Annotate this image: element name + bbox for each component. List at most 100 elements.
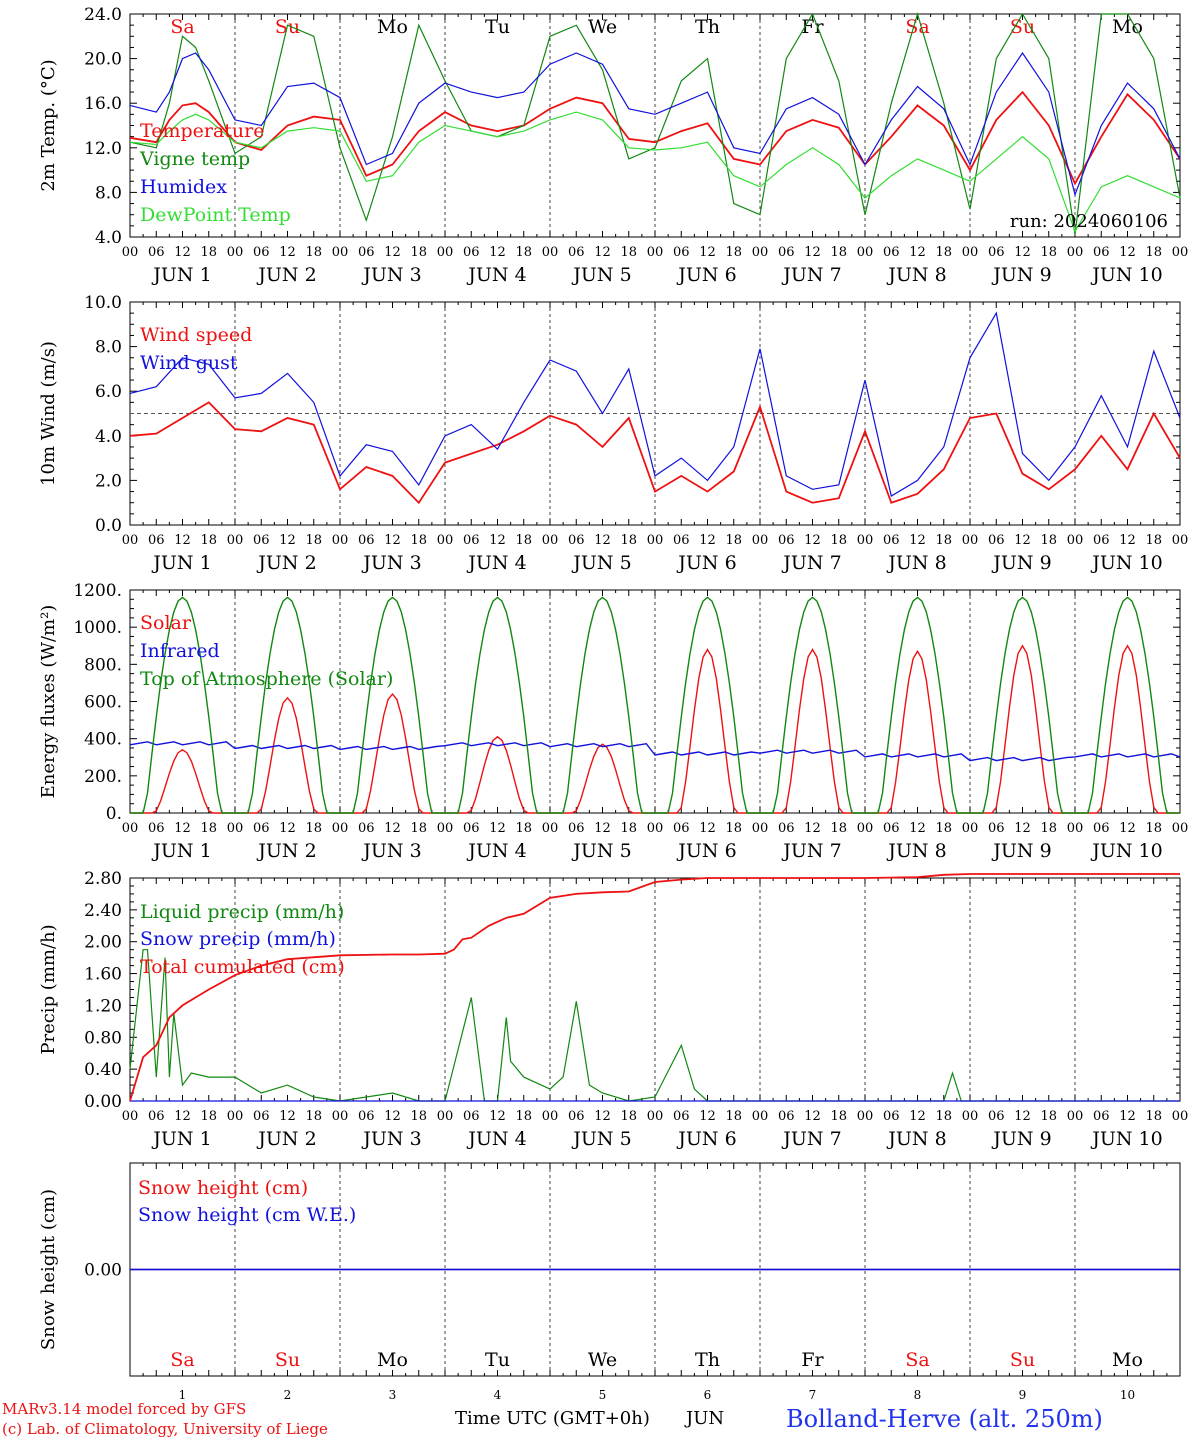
- hour-label: 06: [1093, 1109, 1110, 1124]
- legend-entry: Vigne temp: [139, 148, 250, 170]
- hour-label: 06: [778, 1109, 795, 1124]
- hour-label: 12: [804, 245, 821, 260]
- day-number: 3: [389, 1388, 397, 1402]
- hour-label: 12: [384, 1109, 401, 1124]
- series-dewpoint-temp: [129, 111, 1181, 233]
- legend-entry: Snow precip (mm/h): [140, 928, 336, 950]
- hour-label: 00: [962, 245, 979, 260]
- hour-label: 06: [148, 1109, 165, 1124]
- series-temperature: [129, 90, 1181, 186]
- hour-label: 12: [699, 1109, 716, 1124]
- hour-label: 00: [542, 1109, 559, 1124]
- hour-label: 00: [1172, 821, 1189, 836]
- day-number: 6: [704, 1388, 712, 1402]
- y-tick-label: 10.0: [84, 293, 122, 313]
- hour-label: 00: [122, 245, 139, 260]
- day-label: JUN 3: [361, 1128, 421, 1150]
- hour-label: 18: [200, 245, 217, 260]
- hour-label: 12: [909, 245, 926, 260]
- legend-entry: Temperature: [140, 120, 264, 142]
- series-group: [129, 311, 1181, 505]
- hour-label: 00: [752, 245, 769, 260]
- hour-label: 06: [148, 533, 165, 548]
- day-label: JUN 4: [466, 552, 526, 574]
- y-tick-label: 600.: [84, 693, 122, 713]
- hour-label: 12: [1119, 533, 1136, 548]
- y-tick-label: 4.0: [95, 228, 122, 248]
- hour-label: 12: [279, 1109, 296, 1124]
- legend-entry: DewPoint Temp: [140, 204, 291, 226]
- hour-label: 12: [384, 533, 401, 548]
- hour-label: 06: [988, 245, 1005, 260]
- hour-label: 18: [200, 821, 217, 836]
- y-tick-label: 8.0: [95, 183, 122, 203]
- legend-entry: Top of Atmosphere (Solar): [140, 668, 393, 690]
- series-vigne-temp: [129, 11, 1181, 235]
- series-top-of-atmosphere-solar-: [130, 596, 1180, 814]
- day-label: JUN 9: [991, 840, 1051, 862]
- hour-label: 12: [804, 1109, 821, 1124]
- day-label: JUN 8: [886, 840, 946, 862]
- day-label: JUN 3: [361, 840, 421, 862]
- hour-label: 06: [253, 1109, 270, 1124]
- panel-frame: [129, 589, 1181, 814]
- hour-label: 12: [279, 821, 296, 836]
- hour-label: 00: [542, 245, 559, 260]
- hour-label: 06: [778, 245, 795, 260]
- day-label: JUN 4: [466, 1128, 526, 1150]
- weekday-label: Su: [1010, 16, 1035, 38]
- day-number: 5: [599, 1388, 607, 1402]
- weekday-label: Sa: [905, 1349, 929, 1371]
- hour-label: 12: [699, 821, 716, 836]
- hour-label: 12: [804, 821, 821, 836]
- series-humidex: [129, 51, 1181, 197]
- hour-label: 06: [673, 245, 690, 260]
- day-label: JUN 7: [781, 1128, 841, 1150]
- day-number: 4: [494, 1388, 502, 1402]
- hour-label: 18: [935, 1109, 952, 1124]
- weekday-label: We: [588, 1349, 617, 1371]
- hour-label: 00: [857, 533, 874, 548]
- hour-label: 00: [1067, 821, 1084, 836]
- day-label: JUN 10: [1090, 552, 1162, 574]
- hour-label: 18: [305, 821, 322, 836]
- y-tick-label: 0.: [106, 804, 122, 824]
- y-tick-label: 8.0: [95, 338, 122, 358]
- hour-label: 00: [227, 821, 244, 836]
- legend-entry: Total cumulated (cm): [140, 956, 345, 978]
- day-label: JUN 5: [571, 264, 631, 286]
- y-tick-label: 1.20: [84, 996, 122, 1016]
- run-annotation: run: 2024060106: [1010, 211, 1168, 232]
- hour-label: 00: [857, 821, 874, 836]
- day-label: JUN 1: [151, 552, 211, 574]
- day-label: JUN 7: [781, 840, 841, 862]
- hour-label: 06: [568, 245, 585, 260]
- hour-label: 06: [463, 245, 480, 260]
- hour-label: 12: [1014, 821, 1031, 836]
- weekday-label: Sa: [170, 1349, 194, 1371]
- y-tick-label: 12.0: [84, 139, 122, 159]
- y-tick-label: 16.0: [84, 94, 122, 114]
- day-label: JUN 5: [571, 840, 631, 862]
- day-label: JUN 6: [676, 1128, 736, 1150]
- hour-label: 00: [647, 245, 664, 260]
- hour-label: 00: [752, 1109, 769, 1124]
- day-label: JUN 1: [151, 1128, 211, 1150]
- hour-label: 18: [1040, 533, 1057, 548]
- y-axis-title: Energy fluxes (W/m²): [38, 605, 59, 799]
- hour-label: 12: [699, 245, 716, 260]
- hour-label: 18: [620, 821, 637, 836]
- hour-label: 06: [568, 1109, 585, 1124]
- hour-label: 00: [962, 1109, 979, 1124]
- hour-label: 00: [227, 533, 244, 548]
- hour-label: 18: [935, 533, 952, 548]
- y-tick-label: 0.80: [84, 1028, 122, 1048]
- hour-label: 06: [673, 533, 690, 548]
- legend-entry: Humidex: [140, 176, 227, 198]
- hour-label: 00: [227, 245, 244, 260]
- y-tick-label: 1000.: [73, 618, 122, 638]
- hour-label: 18: [935, 821, 952, 836]
- y-tick-label: 20.0: [84, 50, 122, 70]
- hour-label: 18: [830, 1109, 847, 1124]
